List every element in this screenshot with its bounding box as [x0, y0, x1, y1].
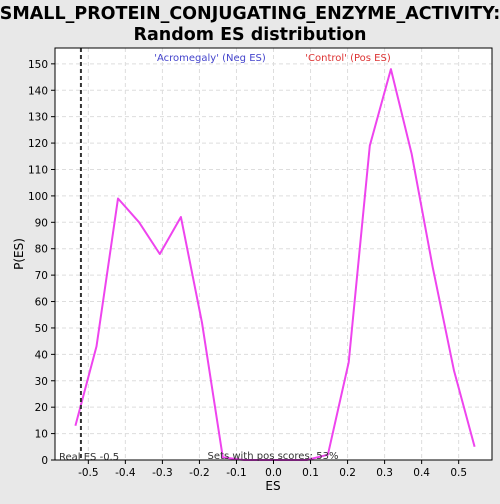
pos-scores-label: Sets with pos scores: 53%	[208, 451, 339, 462]
x-tick-label: -0.4	[115, 467, 136, 479]
y-tick-label: 70	[35, 270, 48, 282]
x-tick-label: -0.2	[189, 467, 210, 479]
neg-es-label: 'Acromegaly' (Neg ES)	[154, 53, 266, 64]
y-tick-label: 140	[28, 85, 48, 97]
y-tick-label: 110	[28, 164, 48, 176]
x-tick-label: 0.1	[302, 467, 319, 479]
x-axis-label: ES	[265, 479, 280, 493]
pos-es-label: 'Control' (Pos ES)	[305, 53, 391, 64]
chart-title-line2: Random ES distribution	[133, 25, 366, 45]
y-tick-label: 80	[35, 244, 48, 256]
y-tick-label: 20	[35, 402, 48, 414]
ticks: 0 10 20 30 40 50 60 70 80 90 100 110 120 130 140 150 -0.…	[28, 59, 467, 479]
real-es-label: Real ES -0.5	[59, 452, 119, 463]
y-tick-label: 50	[35, 323, 48, 335]
x-tick-label: -0.3	[152, 467, 173, 479]
y-tick-label: 0	[41, 455, 48, 467]
y-tick-label: 10	[35, 429, 48, 441]
x-tick-label: 0.4	[413, 467, 430, 479]
y-tick-label: 100	[28, 191, 48, 203]
y-tick-label: 90	[35, 217, 48, 229]
y-tick-label: 60	[35, 297, 48, 309]
y-tick-label: 130	[28, 112, 48, 124]
y-tick-label: 150	[28, 59, 48, 71]
y-tick-label: 120	[28, 138, 48, 150]
x-tick-label: 0.3	[376, 467, 393, 479]
chart-title-line1: SMALL_PROTEIN_CONJUGATING_ENZYME_ACTIVIT…	[0, 4, 500, 24]
x-tick-label: -0.5	[78, 467, 99, 479]
x-tick-label: 0.2	[339, 467, 356, 479]
y-axis-label: P(ES)	[12, 238, 26, 270]
y-tick-label: 30	[35, 376, 48, 388]
x-tick-label: -0.1	[226, 467, 247, 479]
y-tick-label: 40	[35, 349, 48, 361]
x-tick-label: 0.5	[450, 467, 467, 479]
x-tick-label: 0.0	[265, 467, 282, 479]
